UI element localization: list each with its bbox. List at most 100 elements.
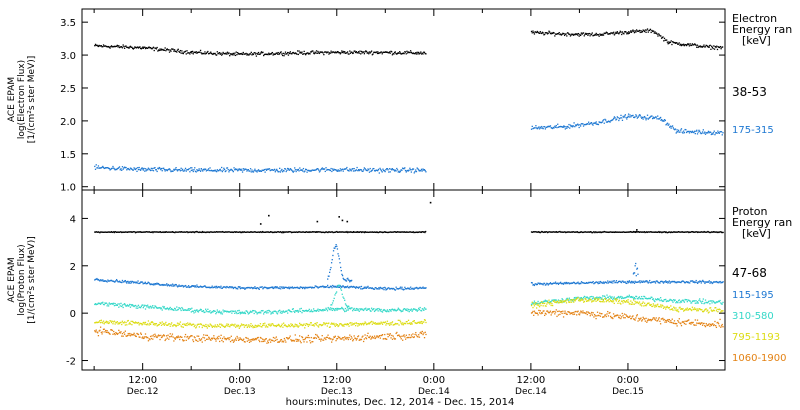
data-point bbox=[150, 167, 152, 170]
data-point bbox=[559, 300, 561, 302]
data-point bbox=[709, 300, 712, 302]
data-point bbox=[173, 49, 176, 51]
data-point bbox=[259, 231, 262, 233]
data-point bbox=[94, 278, 97, 281]
data-point bbox=[145, 231, 148, 233]
data-point bbox=[377, 336, 379, 339]
data-point bbox=[284, 324, 286, 326]
data-point bbox=[295, 170, 297, 173]
data-point bbox=[233, 231, 235, 233]
data-point bbox=[611, 119, 613, 121]
data-point bbox=[669, 231, 671, 233]
data-point bbox=[307, 231, 309, 233]
data-point bbox=[606, 231, 608, 233]
data-point bbox=[201, 341, 203, 343]
data-point bbox=[681, 280, 684, 282]
data-point bbox=[310, 310, 312, 312]
data-point bbox=[175, 283, 177, 286]
data-point bbox=[536, 283, 539, 286]
data-point bbox=[230, 53, 232, 56]
data-point bbox=[314, 285, 316, 287]
data-point bbox=[219, 53, 221, 55]
data-point bbox=[304, 54, 307, 56]
data-point bbox=[713, 301, 715, 303]
data-point bbox=[218, 335, 220, 338]
data-point bbox=[713, 48, 716, 50]
data-point bbox=[587, 297, 589, 299]
data-point bbox=[142, 47, 144, 49]
data-point bbox=[340, 307, 342, 310]
data-point bbox=[593, 316, 595, 318]
data-point bbox=[149, 305, 152, 307]
data-point bbox=[398, 52, 400, 54]
data-point bbox=[110, 329, 113, 331]
data-point bbox=[171, 322, 173, 324]
data-point bbox=[412, 52, 414, 55]
data-point bbox=[645, 231, 647, 233]
data-point bbox=[639, 114, 641, 116]
data-point bbox=[540, 127, 542, 129]
data-point bbox=[139, 47, 142, 50]
data-point bbox=[109, 231, 111, 233]
data-point bbox=[101, 46, 103, 48]
data-point bbox=[651, 296, 653, 299]
data-point bbox=[390, 310, 392, 312]
data-point bbox=[353, 50, 355, 52]
data-point bbox=[330, 338, 332, 340]
data-point bbox=[277, 287, 279, 289]
data-point bbox=[656, 304, 658, 306]
data-point bbox=[535, 312, 537, 314]
data-point bbox=[689, 43, 691, 45]
data-point bbox=[182, 286, 185, 288]
data-point bbox=[289, 286, 291, 288]
data-point bbox=[368, 231, 371, 233]
data-point bbox=[368, 308, 371, 310]
data-point bbox=[587, 34, 589, 36]
data-point bbox=[568, 231, 571, 233]
data-point bbox=[137, 333, 139, 335]
data-point bbox=[423, 231, 425, 233]
data-point bbox=[677, 131, 679, 133]
data-point bbox=[619, 296, 621, 298]
data-point bbox=[602, 298, 605, 301]
data-point bbox=[203, 53, 205, 55]
data-point bbox=[710, 231, 713, 233]
data-point bbox=[589, 296, 591, 298]
data-point bbox=[630, 296, 632, 298]
data-point bbox=[365, 338, 368, 340]
data-point bbox=[198, 51, 200, 53]
data-point bbox=[675, 282, 678, 284]
data-point bbox=[575, 33, 577, 36]
data-point bbox=[417, 288, 419, 290]
data-point bbox=[581, 298, 583, 300]
data-point bbox=[160, 231, 162, 234]
data-point bbox=[712, 133, 714, 135]
data-point bbox=[546, 126, 548, 128]
data-point bbox=[336, 307, 338, 310]
data-point bbox=[348, 53, 350, 55]
data-point bbox=[206, 310, 208, 313]
data-point bbox=[615, 281, 617, 283]
data-point bbox=[692, 231, 694, 233]
data-point bbox=[403, 322, 405, 325]
data-point bbox=[557, 300, 559, 302]
data-point bbox=[546, 301, 549, 303]
data-point bbox=[697, 310, 699, 312]
data-point bbox=[620, 303, 622, 305]
data-point bbox=[189, 171, 191, 173]
data-point bbox=[566, 35, 568, 37]
data-point bbox=[177, 285, 180, 287]
data-point bbox=[123, 303, 125, 306]
data-point bbox=[557, 231, 559, 233]
data-point bbox=[701, 131, 704, 133]
data-point bbox=[596, 315, 598, 317]
data-point bbox=[249, 53, 252, 55]
data-point bbox=[423, 321, 425, 323]
data-point bbox=[673, 307, 676, 309]
data-point bbox=[208, 325, 211, 328]
data-point bbox=[211, 231, 213, 233]
data-point bbox=[113, 168, 116, 170]
data-point bbox=[194, 311, 197, 313]
data-point bbox=[231, 339, 233, 342]
data-point bbox=[131, 169, 134, 171]
